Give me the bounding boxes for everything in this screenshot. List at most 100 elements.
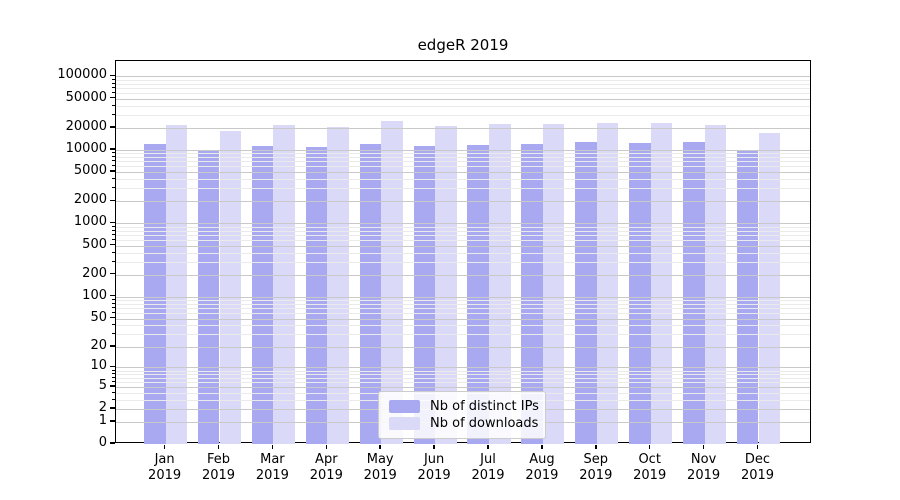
y-tick-label: 20000 xyxy=(65,118,107,134)
bar-mar-downloads xyxy=(273,124,295,444)
x-tick-mark xyxy=(756,444,759,449)
x-tick-mark xyxy=(217,444,220,449)
y-minor-tick-mark xyxy=(112,369,115,371)
y-tick-label: 10000 xyxy=(65,140,107,156)
y-minor-tick-mark xyxy=(112,225,115,227)
y-tick-label: 1 xyxy=(98,412,107,428)
x-tick-year: 2019 xyxy=(148,468,182,483)
y-minor-tick-mark xyxy=(112,380,115,382)
minor-gridline xyxy=(116,226,810,228)
major-gridline xyxy=(116,201,810,203)
x-tick-mark xyxy=(163,444,166,449)
bar-mar-distinct-ips xyxy=(251,145,274,444)
x-tick-label-aug: Aug 2019 xyxy=(512,452,572,484)
y-tick-label: 200 xyxy=(82,265,107,281)
x-tick-year: 2019 xyxy=(309,468,343,483)
y-tick-mark xyxy=(110,365,115,368)
x-tick-label-feb: Feb 2019 xyxy=(189,452,249,484)
x-tick-mark xyxy=(379,444,381,449)
minor-gridline xyxy=(116,334,810,336)
bar-jun-distinct-ips xyxy=(413,145,436,444)
major-gridline xyxy=(116,296,810,298)
legend-swatch-distinct-ips xyxy=(389,400,420,413)
chart-title: edgeR 2019 xyxy=(417,36,509,54)
x-tick-label-jun: Jun 2019 xyxy=(404,452,464,484)
minor-gridline xyxy=(116,307,810,309)
y-tick-label: 0 xyxy=(98,435,107,450)
bar-oct-distinct-ips xyxy=(629,143,651,444)
x-tick-year: 2019 xyxy=(633,468,667,483)
bar-jan-downloads xyxy=(165,124,188,444)
x-tick-label-dec: Dec 2019 xyxy=(728,452,788,484)
y-tick-mark xyxy=(110,74,115,77)
x-tick-mark xyxy=(487,444,489,449)
minor-gridline xyxy=(116,153,810,155)
y-minor-tick-mark xyxy=(112,104,115,106)
minor-gridline xyxy=(116,325,810,327)
major-gridline xyxy=(116,318,810,320)
y-minor-tick-mark xyxy=(112,324,115,326)
x-tick-year: 2019 xyxy=(363,468,397,483)
y-tick-label: 100 xyxy=(82,287,107,303)
major-gridline xyxy=(116,127,810,129)
minor-gridline xyxy=(116,79,810,81)
legend: Nb of distinct IPs Nb of downloads xyxy=(378,391,546,439)
minor-gridline xyxy=(116,370,810,372)
y-minor-tick-mark xyxy=(112,251,115,253)
y-minor-tick-mark xyxy=(112,178,115,180)
y-minor-tick-mark xyxy=(112,372,115,374)
y-minor-tick-mark xyxy=(112,391,115,393)
y-tick-label: 20 xyxy=(90,337,107,353)
y-tick-mark xyxy=(110,96,115,99)
y-tick-label: 1000 xyxy=(73,214,107,230)
y-minor-tick-mark xyxy=(112,376,115,378)
bar-apr-distinct-ips xyxy=(305,146,328,444)
y-minor-tick-mark xyxy=(112,311,115,313)
bar-oct-downloads xyxy=(650,123,673,444)
x-tick-label-sep: Sep 2019 xyxy=(566,452,626,484)
x-tick-label-mar: Mar 2019 xyxy=(242,452,302,484)
x-tick-mark xyxy=(702,444,705,449)
minor-gridline xyxy=(116,261,810,263)
x-tick-year: 2019 xyxy=(579,468,613,483)
grid-layer xyxy=(116,61,810,442)
y-tick-mark xyxy=(110,442,115,444)
minor-gridline xyxy=(116,303,810,305)
minor-gridline xyxy=(116,83,810,85)
major-gridline xyxy=(116,172,810,173)
bar-sep-downloads xyxy=(596,123,619,444)
y-minor-tick-mark xyxy=(112,187,115,189)
y-minor-tick-mark xyxy=(112,160,115,162)
minor-gridline xyxy=(116,92,810,94)
minor-gridline xyxy=(116,161,810,163)
y-tick-mark xyxy=(110,221,115,224)
y-tick-label: 5000 xyxy=(73,163,107,178)
y-minor-tick-mark xyxy=(112,78,115,80)
y-tick-label: 5 xyxy=(98,377,107,393)
x-tick-label-oct: Oct 2019 xyxy=(620,452,680,484)
y-tick-mark xyxy=(110,316,115,319)
y-tick-mark xyxy=(110,170,115,172)
x-tick-label-jul: Jul 2019 xyxy=(458,452,518,484)
y-minor-tick-mark xyxy=(112,299,115,300)
major-gridline xyxy=(116,149,810,151)
bar-nov-distinct-ips xyxy=(683,142,705,444)
major-gridline xyxy=(116,274,810,276)
y-minor-tick-mark xyxy=(112,229,115,231)
x-tick-year: 2019 xyxy=(740,468,775,483)
minor-gridline xyxy=(116,188,810,190)
y-tick-mark xyxy=(110,385,115,387)
y-tick-label: 2 xyxy=(98,399,107,415)
y-tick-mark xyxy=(110,345,115,347)
bar-jul-downloads xyxy=(489,124,511,444)
legend-swatch-downloads xyxy=(389,417,420,430)
major-gridline xyxy=(116,245,810,247)
y-tick-label: 50 xyxy=(90,309,107,325)
x-tick-mark xyxy=(541,444,543,449)
y-minor-tick-mark xyxy=(112,165,115,167)
y-tick-mark xyxy=(110,148,115,150)
bar-jan-distinct-ips xyxy=(144,144,166,444)
legend-label-downloads: Nb of downloads xyxy=(430,416,539,431)
y-minor-tick-mark xyxy=(112,333,115,335)
legend-item-distinct-ips: Nb of distinct IPs xyxy=(389,398,539,415)
